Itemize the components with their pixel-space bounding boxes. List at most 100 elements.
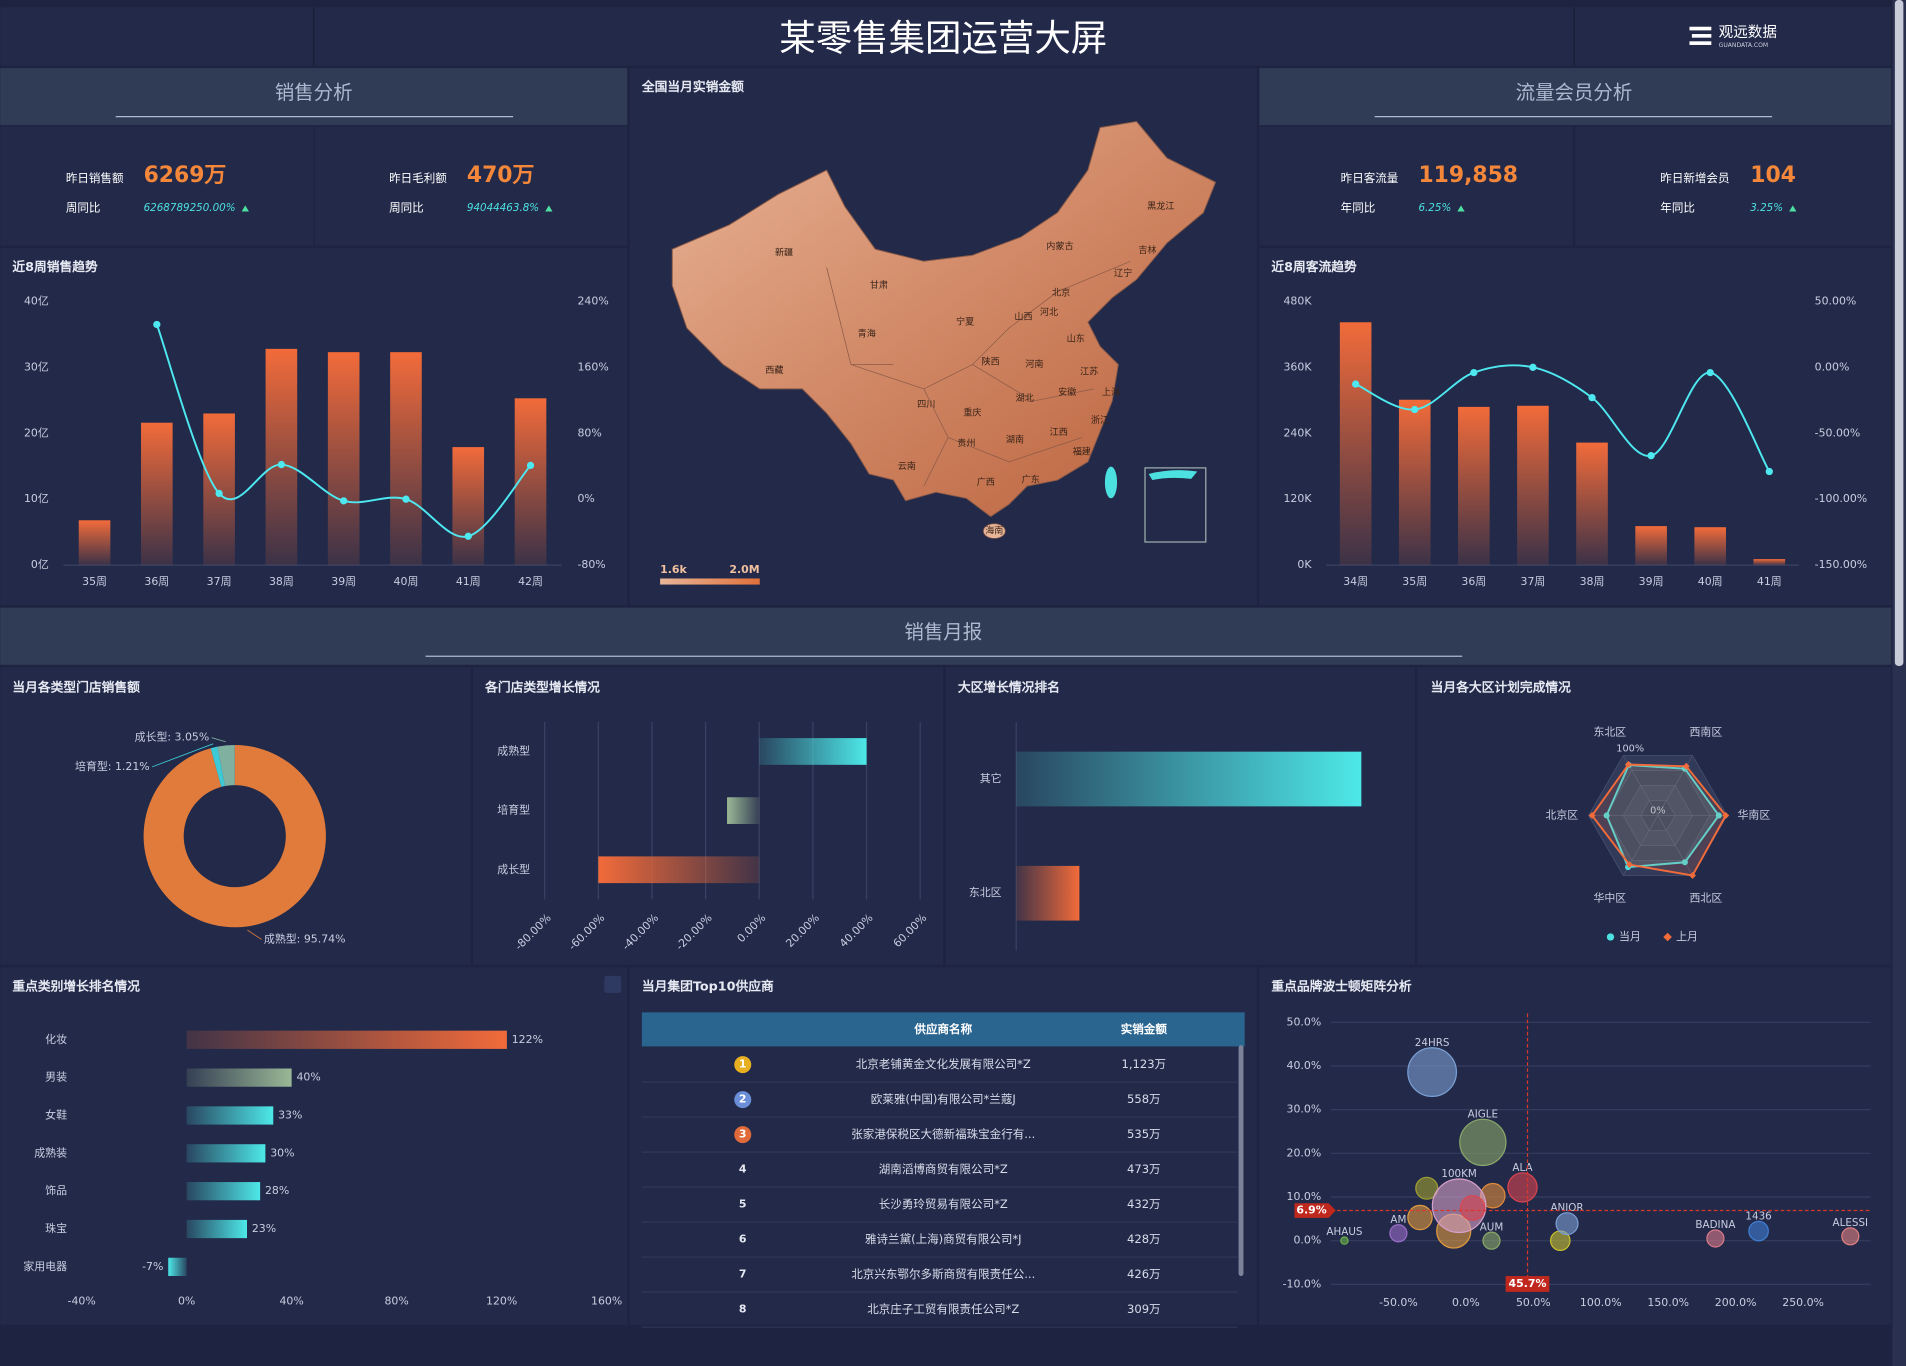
legend-marker bbox=[1606, 933, 1615, 941]
y-tick-label: 20亿 bbox=[24, 426, 49, 439]
region-label: 云南 bbox=[898, 460, 916, 472]
line-point bbox=[215, 489, 223, 498]
y2-tick-label: 0% bbox=[577, 492, 594, 505]
reference-label-y: 6.9% bbox=[1296, 1204, 1326, 1217]
bubble bbox=[1482, 1231, 1501, 1250]
bar bbox=[1694, 527, 1727, 566]
line-point bbox=[1351, 380, 1360, 388]
kpi-value: 104 bbox=[1750, 163, 1796, 188]
bubble bbox=[1407, 1047, 1458, 1098]
bubble-label: AUM bbox=[1480, 1221, 1504, 1233]
y-tick-label: 饰品 bbox=[45, 1183, 67, 1197]
line-point bbox=[153, 320, 161, 329]
kpi-compare-label: 周同比 bbox=[389, 200, 424, 214]
x-tick-label: 41周 bbox=[1757, 575, 1782, 588]
x-tick-label: 160% bbox=[591, 1295, 622, 1308]
table-scrollbar bbox=[1238, 1045, 1244, 1277]
slice-label: 成长型: 3.05% bbox=[135, 730, 210, 744]
radar-point bbox=[1715, 812, 1722, 819]
radar-point bbox=[1682, 762, 1690, 770]
line-point bbox=[1647, 452, 1655, 460]
x-tick-label: 36周 bbox=[1461, 575, 1486, 588]
y-tick-label: 30亿 bbox=[24, 360, 49, 373]
bar bbox=[514, 398, 547, 566]
y-tick-label: 培育型 bbox=[497, 803, 530, 817]
pie-slice bbox=[143, 744, 326, 928]
bubble bbox=[1459, 1195, 1486, 1221]
legend-label: 上月 bbox=[1676, 930, 1698, 943]
leader-line bbox=[247, 929, 262, 940]
rank: 6 bbox=[739, 1233, 747, 1246]
kpi-compare: 6268789250.00% bbox=[144, 202, 236, 214]
supplier-name: 北京庄子工贸有限责任公司*Z bbox=[867, 1302, 1019, 1316]
panel-title: 重点类别增长排名情况 bbox=[12, 978, 140, 994]
panel bbox=[314, 126, 628, 246]
supplier-name: 湖南滔博商贸有限公司*Z bbox=[879, 1162, 1008, 1176]
y-tick-label: 女鞋 bbox=[45, 1107, 67, 1121]
bubble bbox=[1706, 1229, 1725, 1248]
axis-label: 西北区 bbox=[1689, 892, 1722, 905]
rank-medal bbox=[734, 1056, 752, 1074]
panel-title: 各门店类型增长情况 bbox=[484, 679, 600, 695]
logo-sub: GUANDATA.COM bbox=[1719, 42, 1769, 49]
y-tick-label: 其它 bbox=[980, 771, 1002, 785]
rank-medal bbox=[734, 1091, 752, 1109]
y-tick-label: 化妆 bbox=[45, 1032, 67, 1046]
y2-tick-label: 160% bbox=[577, 360, 608, 373]
x-tick-label: 40% bbox=[279, 1295, 303, 1308]
bar bbox=[78, 520, 111, 566]
line-point bbox=[277, 460, 286, 469]
line-point bbox=[340, 497, 348, 505]
map-island bbox=[1104, 466, 1118, 499]
column-header: 实销金额 bbox=[1121, 1022, 1168, 1036]
region-label: 广西 bbox=[977, 476, 995, 488]
supplier-name: 北京老铺黄金文化发展有限公司*Z bbox=[856, 1057, 1031, 1071]
section-title: 销售分析 bbox=[275, 81, 353, 104]
map-inset-sea bbox=[1148, 470, 1198, 481]
x-tick-label: 38周 bbox=[269, 575, 294, 588]
logo-text: 观远数据 bbox=[1719, 24, 1777, 41]
amount: 426万 bbox=[1127, 1267, 1161, 1281]
y-tick-label: 0亿 bbox=[31, 558, 49, 571]
bubble bbox=[1407, 1204, 1433, 1231]
province-border bbox=[923, 437, 949, 487]
map-inset bbox=[1144, 467, 1207, 543]
rank: 5 bbox=[739, 1198, 747, 1211]
leader-line bbox=[211, 737, 226, 743]
region-label: 新疆 bbox=[775, 246, 793, 258]
value-label: 28% bbox=[265, 1184, 289, 1197]
bar bbox=[265, 348, 298, 566]
x-tick-label: 39周 bbox=[331, 575, 356, 588]
line-point bbox=[1470, 368, 1478, 377]
trend-up-icon bbox=[545, 205, 553, 212]
rank: 2 bbox=[739, 1093, 747, 1106]
value-label: 23% bbox=[252, 1222, 276, 1235]
leader-line bbox=[151, 743, 214, 768]
region-label: 山西 bbox=[1014, 312, 1032, 323]
bar bbox=[1576, 442, 1608, 566]
supplier-name: 北京兴东鄂尔多斯商贸有限责任公... bbox=[851, 1267, 1035, 1281]
rank: 1 bbox=[739, 1058, 747, 1071]
amount: 432万 bbox=[1127, 1197, 1161, 1211]
section-strip bbox=[1259, 68, 1892, 126]
panel bbox=[472, 667, 944, 965]
axis-label: 东北区 bbox=[1593, 725, 1626, 738]
slice-label: 成熟型: 95.74% bbox=[264, 931, 346, 945]
trend-up-icon bbox=[241, 205, 249, 212]
x-tick-label: 0.0% bbox=[1452, 1296, 1480, 1309]
ring-label: 100% bbox=[1616, 743, 1644, 754]
scrollbar-thumb[interactable] bbox=[1894, 0, 1904, 666]
bar bbox=[141, 422, 173, 566]
province-border bbox=[972, 364, 1095, 402]
link-icon[interactable] bbox=[604, 975, 622, 993]
y2-tick-label: 80% bbox=[577, 426, 601, 439]
radar-point bbox=[1722, 812, 1730, 819]
amount: 473万 bbox=[1127, 1162, 1161, 1176]
line-point bbox=[464, 532, 472, 540]
bar bbox=[759, 738, 867, 765]
bar bbox=[1635, 526, 1667, 566]
supplier-name: 张家港保税区大德新福珠宝金行有... bbox=[851, 1127, 1035, 1141]
map-shape bbox=[671, 121, 1217, 518]
amount: 428万 bbox=[1127, 1232, 1161, 1246]
kpi-label: 昨日客流量 bbox=[1341, 171, 1399, 185]
